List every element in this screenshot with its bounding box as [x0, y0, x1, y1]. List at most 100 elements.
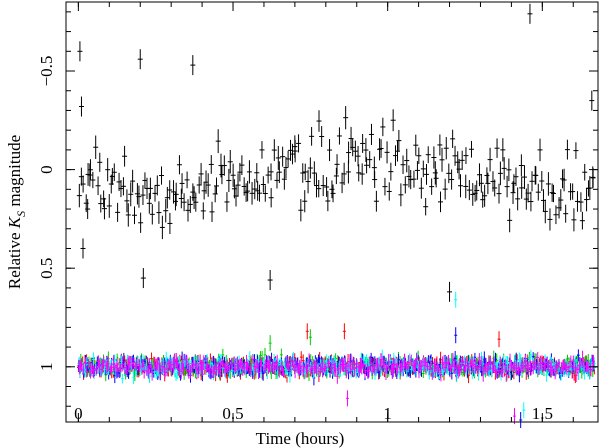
comparison-point — [213, 359, 217, 375]
comparison-point — [178, 363, 181, 376]
comparison-point — [150, 365, 154, 381]
comparison-point — [387, 354, 390, 370]
comparison-point — [185, 356, 189, 373]
comparison-point — [147, 358, 151, 374]
comparison-point — [243, 361, 247, 375]
comparison-point — [333, 362, 337, 377]
comparison-point — [447, 354, 450, 371]
comparison-point — [461, 356, 465, 367]
comparison-point — [587, 361, 591, 374]
comparison-point — [378, 359, 382, 373]
comparison-point — [434, 358, 438, 374]
comparison-point — [191, 359, 195, 369]
comparison-point — [271, 359, 275, 373]
comparison-point — [539, 357, 542, 370]
comparison-point — [205, 358, 209, 372]
comparison-point — [202, 355, 206, 370]
comparison-point — [529, 349, 533, 360]
comparison-point — [526, 361, 530, 375]
comparison-point — [506, 364, 510, 379]
comparison-point — [492, 358, 496, 373]
comparison-point — [424, 358, 428, 367]
comparison-point — [517, 362, 520, 375]
comparison-point — [241, 361, 245, 376]
comparison-point — [135, 358, 138, 371]
comparison-point — [123, 360, 127, 375]
comparison-point — [565, 364, 569, 375]
comparison-point — [401, 361, 405, 372]
comparison-point — [342, 360, 345, 373]
comparison-point — [536, 351, 540, 363]
comparison-outlier-point — [454, 327, 458, 344]
comparison-point — [237, 359, 241, 371]
comparison-point — [556, 362, 560, 372]
comparison-point — [119, 363, 123, 373]
comparison-point — [324, 354, 328, 368]
comparison-point — [393, 358, 397, 371]
comparison-point — [429, 360, 433, 370]
target-point — [76, 183, 82, 208]
comparison-point — [385, 363, 389, 372]
comparison-point — [533, 358, 537, 370]
comparison-point — [344, 362, 348, 379]
comparison-outlier-point — [342, 323, 346, 340]
comparison-point — [567, 361, 571, 372]
comparison-point — [551, 365, 555, 376]
comparison-point — [293, 363, 297, 379]
comparison-point — [523, 354, 527, 370]
comparison-point — [442, 354, 446, 371]
comparison-point — [260, 360, 263, 373]
comparison-point — [175, 357, 179, 370]
comparison-point — [547, 359, 550, 372]
comparison-point — [437, 365, 441, 375]
comparison-point — [102, 356, 106, 368]
comparison-point — [321, 362, 325, 378]
comparison-point — [559, 368, 563, 381]
comparison-point — [196, 362, 200, 379]
comparison-point — [476, 365, 480, 374]
comparison-point — [221, 359, 225, 369]
comparison-point — [540, 355, 544, 371]
comparison-point — [239, 358, 243, 371]
comparison-point — [360, 358, 364, 374]
comparison-point — [218, 363, 222, 377]
comparison-point — [570, 365, 574, 379]
comparison-point — [249, 364, 252, 375]
comparison-point — [439, 367, 443, 382]
comparison-point — [325, 361, 329, 377]
comparison-outlier-point — [497, 331, 501, 348]
comparison-point — [487, 357, 491, 372]
comparison-point — [92, 365, 96, 377]
comparison-point — [367, 365, 371, 378]
comparison-point — [304, 361, 308, 375]
comparison-point — [450, 361, 454, 372]
comparison-point — [94, 363, 98, 375]
comparison-point — [84, 366, 88, 378]
comparison-point — [415, 352, 418, 365]
comparison-point — [501, 361, 505, 378]
comparison-point — [142, 363, 146, 379]
comparison-point — [458, 361, 461, 377]
comparison-point — [589, 364, 593, 375]
comparison-point — [299, 359, 303, 374]
comparison-point — [272, 362, 276, 375]
comparison-point — [521, 362, 525, 372]
comparison-point — [576, 349, 580, 362]
comparison-point — [217, 360, 221, 375]
comparison-point — [188, 365, 192, 379]
comparison-point — [407, 354, 411, 370]
comparison-point — [388, 356, 392, 365]
data-marks — [76, 3, 596, 429]
comparison-outlier-point — [512, 408, 516, 425]
comparison-point — [84, 358, 87, 368]
comparison-point — [549, 359, 553, 376]
comparison-point — [233, 364, 237, 374]
comparison-point — [248, 351, 252, 362]
comparison-point — [81, 365, 85, 375]
comparison-point — [467, 362, 470, 372]
comparison-point — [495, 369, 499, 378]
comparison-point — [173, 353, 176, 370]
comparison-point — [474, 359, 478, 374]
comparison-point — [451, 352, 455, 367]
comparison-point — [472, 359, 476, 370]
